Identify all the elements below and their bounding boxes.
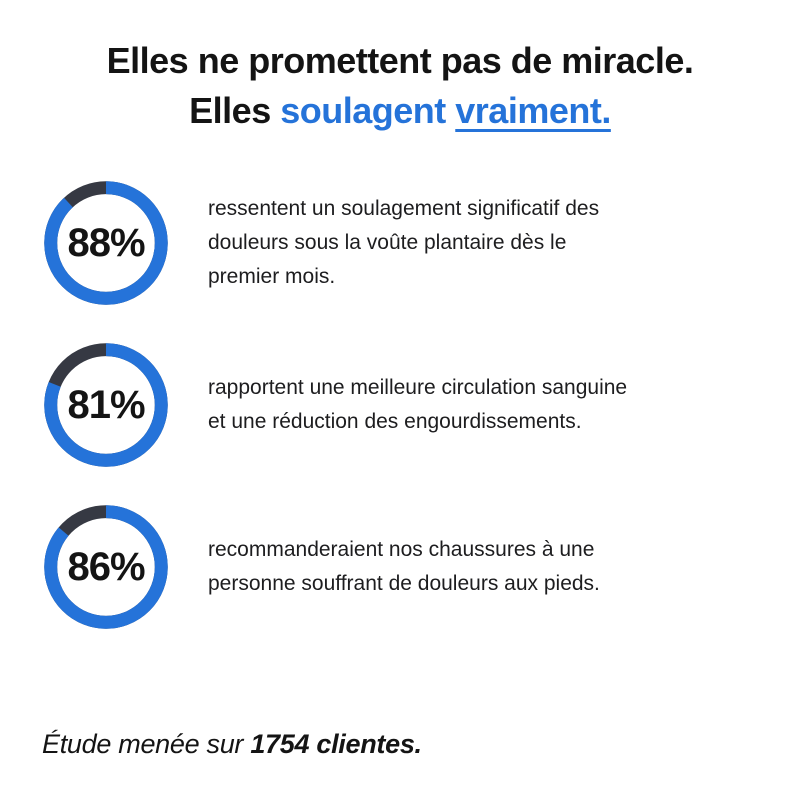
- stat-row: 88% ressentent un soulagement significat…: [44, 181, 800, 305]
- footnote-prefix: Étude menée sur: [42, 729, 244, 759]
- donut-ring-81: 81%: [44, 343, 168, 467]
- stat-row: 86% recommanderaient nos chaussures à un…: [44, 505, 800, 629]
- donut-ring-86: 86%: [44, 505, 168, 629]
- ring-progress-arc: [44, 343, 168, 467]
- donut-ring-svg: [44, 343, 168, 467]
- donut-ring-88: 88%: [44, 181, 168, 305]
- stat-row: 81% rapportent une meilleure circulation…: [44, 343, 800, 467]
- stat-description: rapportent une meilleure circulation san…: [208, 376, 628, 433]
- donut-ring-svg: [44, 181, 168, 305]
- percent-label: 81%: [67, 382, 145, 427]
- stat-description: ressentent un soulagement significatif d…: [208, 197, 600, 288]
- study-footnote: Étude menée sur 1754 clientes.: [42, 729, 800, 760]
- footnote-sample-size: 1754 clientes.: [250, 729, 422, 759]
- percent-label: 86%: [67, 544, 145, 589]
- headline-underlined-word: vraiment.: [455, 90, 611, 131]
- stat-description: recommanderaient nos chaussures à une pe…: [208, 538, 600, 595]
- headline-line1: Elles ne promettent pas de miracle.: [106, 40, 694, 81]
- ring-progress-arc: [44, 181, 168, 305]
- headline-highlight-word: soulagent: [280, 90, 446, 131]
- stats-list: 88% ressentent un soulagement significat…: [44, 181, 800, 629]
- donut-ring-svg: [44, 505, 168, 629]
- headline: Elles ne promettent pas de miracle. Elle…: [0, 0, 800, 136]
- percent-label: 88%: [67, 220, 145, 265]
- ring-progress-arc: [44, 505, 168, 629]
- headline-line2-prefix: Elles: [189, 90, 271, 131]
- headline-line2: Elles soulagent vraiment.: [0, 86, 800, 136]
